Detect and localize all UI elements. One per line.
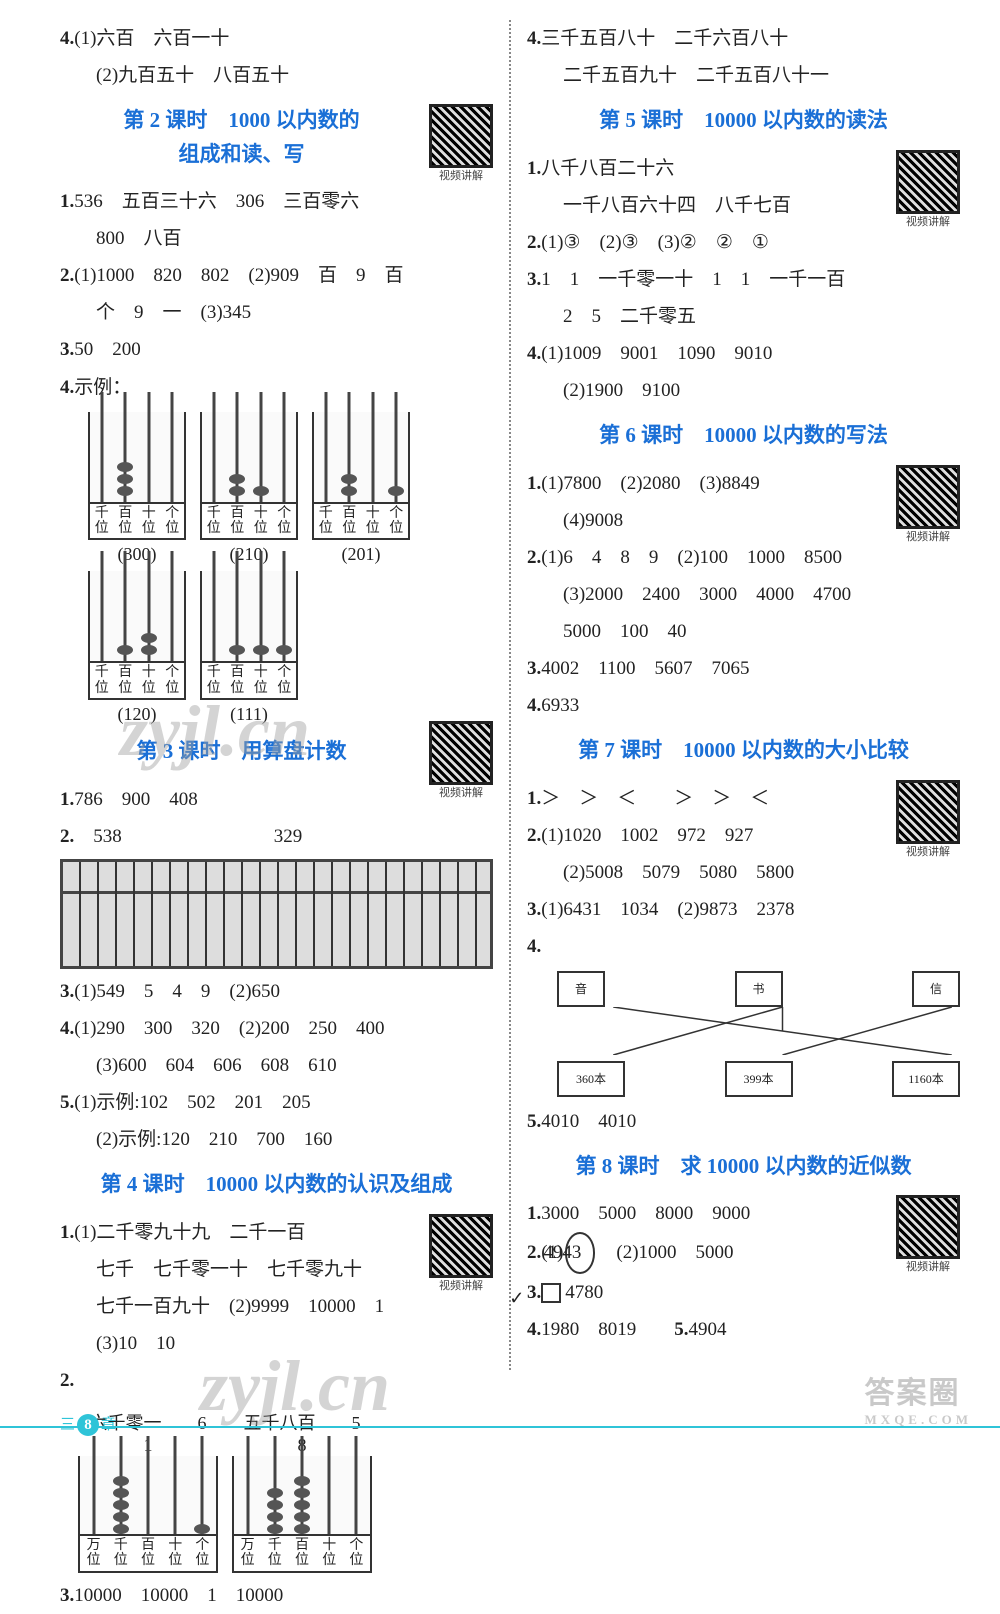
answer-line: 4.	[527, 928, 960, 965]
lesson-heading: 第 4 课时 10000 以内数的认识及组成	[60, 1168, 493, 1202]
answer-line: 3.(1)6431 1034 (2)9873 2378	[527, 891, 960, 928]
abacus-figure: 千位百位十位个位 (300)	[88, 412, 186, 566]
answer-line: 4.1980 8019 5.4904	[527, 1311, 960, 1348]
answer-line: 5.(1)示例:102 502 201 205 (2)示例:120 210 70…	[60, 1084, 493, 1158]
qr-icon[interactable]	[896, 150, 960, 214]
answer-line: 3.50 200	[60, 331, 493, 368]
answer-line: 3.4780	[527, 1274, 960, 1311]
lesson-heading: 第 7 课时 10000 以内数的大小比较	[527, 734, 960, 768]
graph-node: 1160本	[892, 1061, 960, 1097]
lesson-heading: 第 8 课时 求 10000 以内数的近似数	[527, 1150, 960, 1184]
lesson-heading: 第 5 课时 10000 以内数的读法	[527, 104, 960, 138]
abacus-caption: (120)	[88, 704, 186, 725]
page-footer	[0, 1426, 1000, 1434]
answer-line: 2.(1)6 4 8 9 (2)100 1000 8500 (3)2000 24…	[527, 539, 960, 650]
answer-line: 2.(1)③ (2)③ (3)② ② ①	[527, 224, 960, 261]
answer-line: 2.(1)1000 820 802 (2)909 百 9 百 个 9 一 (3)…	[60, 257, 493, 331]
qr-icon[interactable]	[429, 1214, 493, 1278]
abacus-figure: 千位百位十位个位 (120)	[88, 571, 186, 725]
answer-line: 3.1 1 一千零一十 1 1 一千一百 2 5 二千零五	[527, 261, 960, 335]
graph-edges	[581, 1007, 984, 1055]
answer-stamp: 答案圈MXQE.COM	[865, 1368, 972, 1428]
graph-node: 399本	[725, 1061, 793, 1097]
answer-line: 4.6933	[527, 687, 960, 724]
answer-line: 4.(1)290 300 320 (2)200 250 400 (3)600 6…	[60, 1010, 493, 1084]
answer-line: 2.	[60, 1362, 493, 1399]
check-icon	[541, 1283, 561, 1303]
lesson-heading: 第 6 课时 10000 以内数的写法	[527, 419, 960, 453]
answer-line: 3.10000 10000 1 10000	[60, 1577, 493, 1614]
left-column: 4.(1)六百 六百一十 (2)九百五十 八百五十 第 2 课时 1000 以内…	[50, 20, 503, 1370]
qr-icon[interactable]	[896, 780, 960, 844]
page-two-column: 4.(1)六百 六百一十 (2)九百五十 八百五十 第 2 课时 1000 以内…	[0, 0, 1000, 1380]
right-column: 4.三千五百八十 二千六百八十 二千五百九十 二千五百八十一 第 5 课时 10…	[517, 20, 970, 1370]
abacus-row: 千位百位十位个位 (300) 千位百位十位个位 (210) 千位百位十位个位 (…	[88, 412, 493, 566]
qr-icon[interactable]	[896, 465, 960, 529]
answer-line: 3.4002 1100 5607 7065	[527, 650, 960, 687]
abacus-row: 千位百位十位个位 (120) 千位百位十位个位 (111)	[88, 571, 493, 725]
graph-node: 书	[735, 971, 783, 1007]
abacus-caption: (201)	[312, 544, 410, 565]
suanpan-figure	[60, 859, 493, 969]
abacus-figure: 千位百位十位个位 (201)	[312, 412, 410, 566]
answer-line: 1.536 五百三十六 306 三百零六 800 八百	[60, 183, 493, 257]
graph-node: 信	[912, 971, 960, 1007]
abacus-figure: 千位百位十位个位 (210)	[200, 412, 298, 566]
answer-line: 5.4010 4010	[527, 1103, 960, 1140]
answer-line: 4.三千五百八十 二千六百八十 二千五百九十 二千五百八十一	[527, 20, 960, 94]
qr-icon[interactable]	[896, 1195, 960, 1259]
answer-line: 4.(1)六百 六百一十	[60, 20, 493, 57]
answer-line: 4.(1)1009 9001 1090 9010 (2)1900 9100	[527, 335, 960, 409]
graph-node: 360本	[557, 1061, 625, 1097]
page-number: 三8章	[60, 1413, 116, 1436]
circled-number: 4943	[565, 1232, 595, 1273]
qr-icon[interactable]	[429, 721, 493, 785]
answer-line: (2)九百五十 八百五十	[60, 57, 493, 94]
answer-line: 3.(1)549 5 4 9 (2)650	[60, 973, 493, 1010]
abacus-caption: (111)	[200, 704, 298, 725]
graph-node: 音	[557, 971, 605, 1007]
column-divider	[509, 20, 511, 1370]
abacus-figure: 千位百位十位个位 (111)	[200, 571, 298, 725]
matching-graph: 音 书 信 360本 399本 1160本	[557, 971, 960, 1097]
answer-line: 1.786 900 408	[60, 781, 493, 818]
qr-icon[interactable]	[429, 104, 493, 168]
answer-line: 2. 538 329	[60, 818, 493, 855]
